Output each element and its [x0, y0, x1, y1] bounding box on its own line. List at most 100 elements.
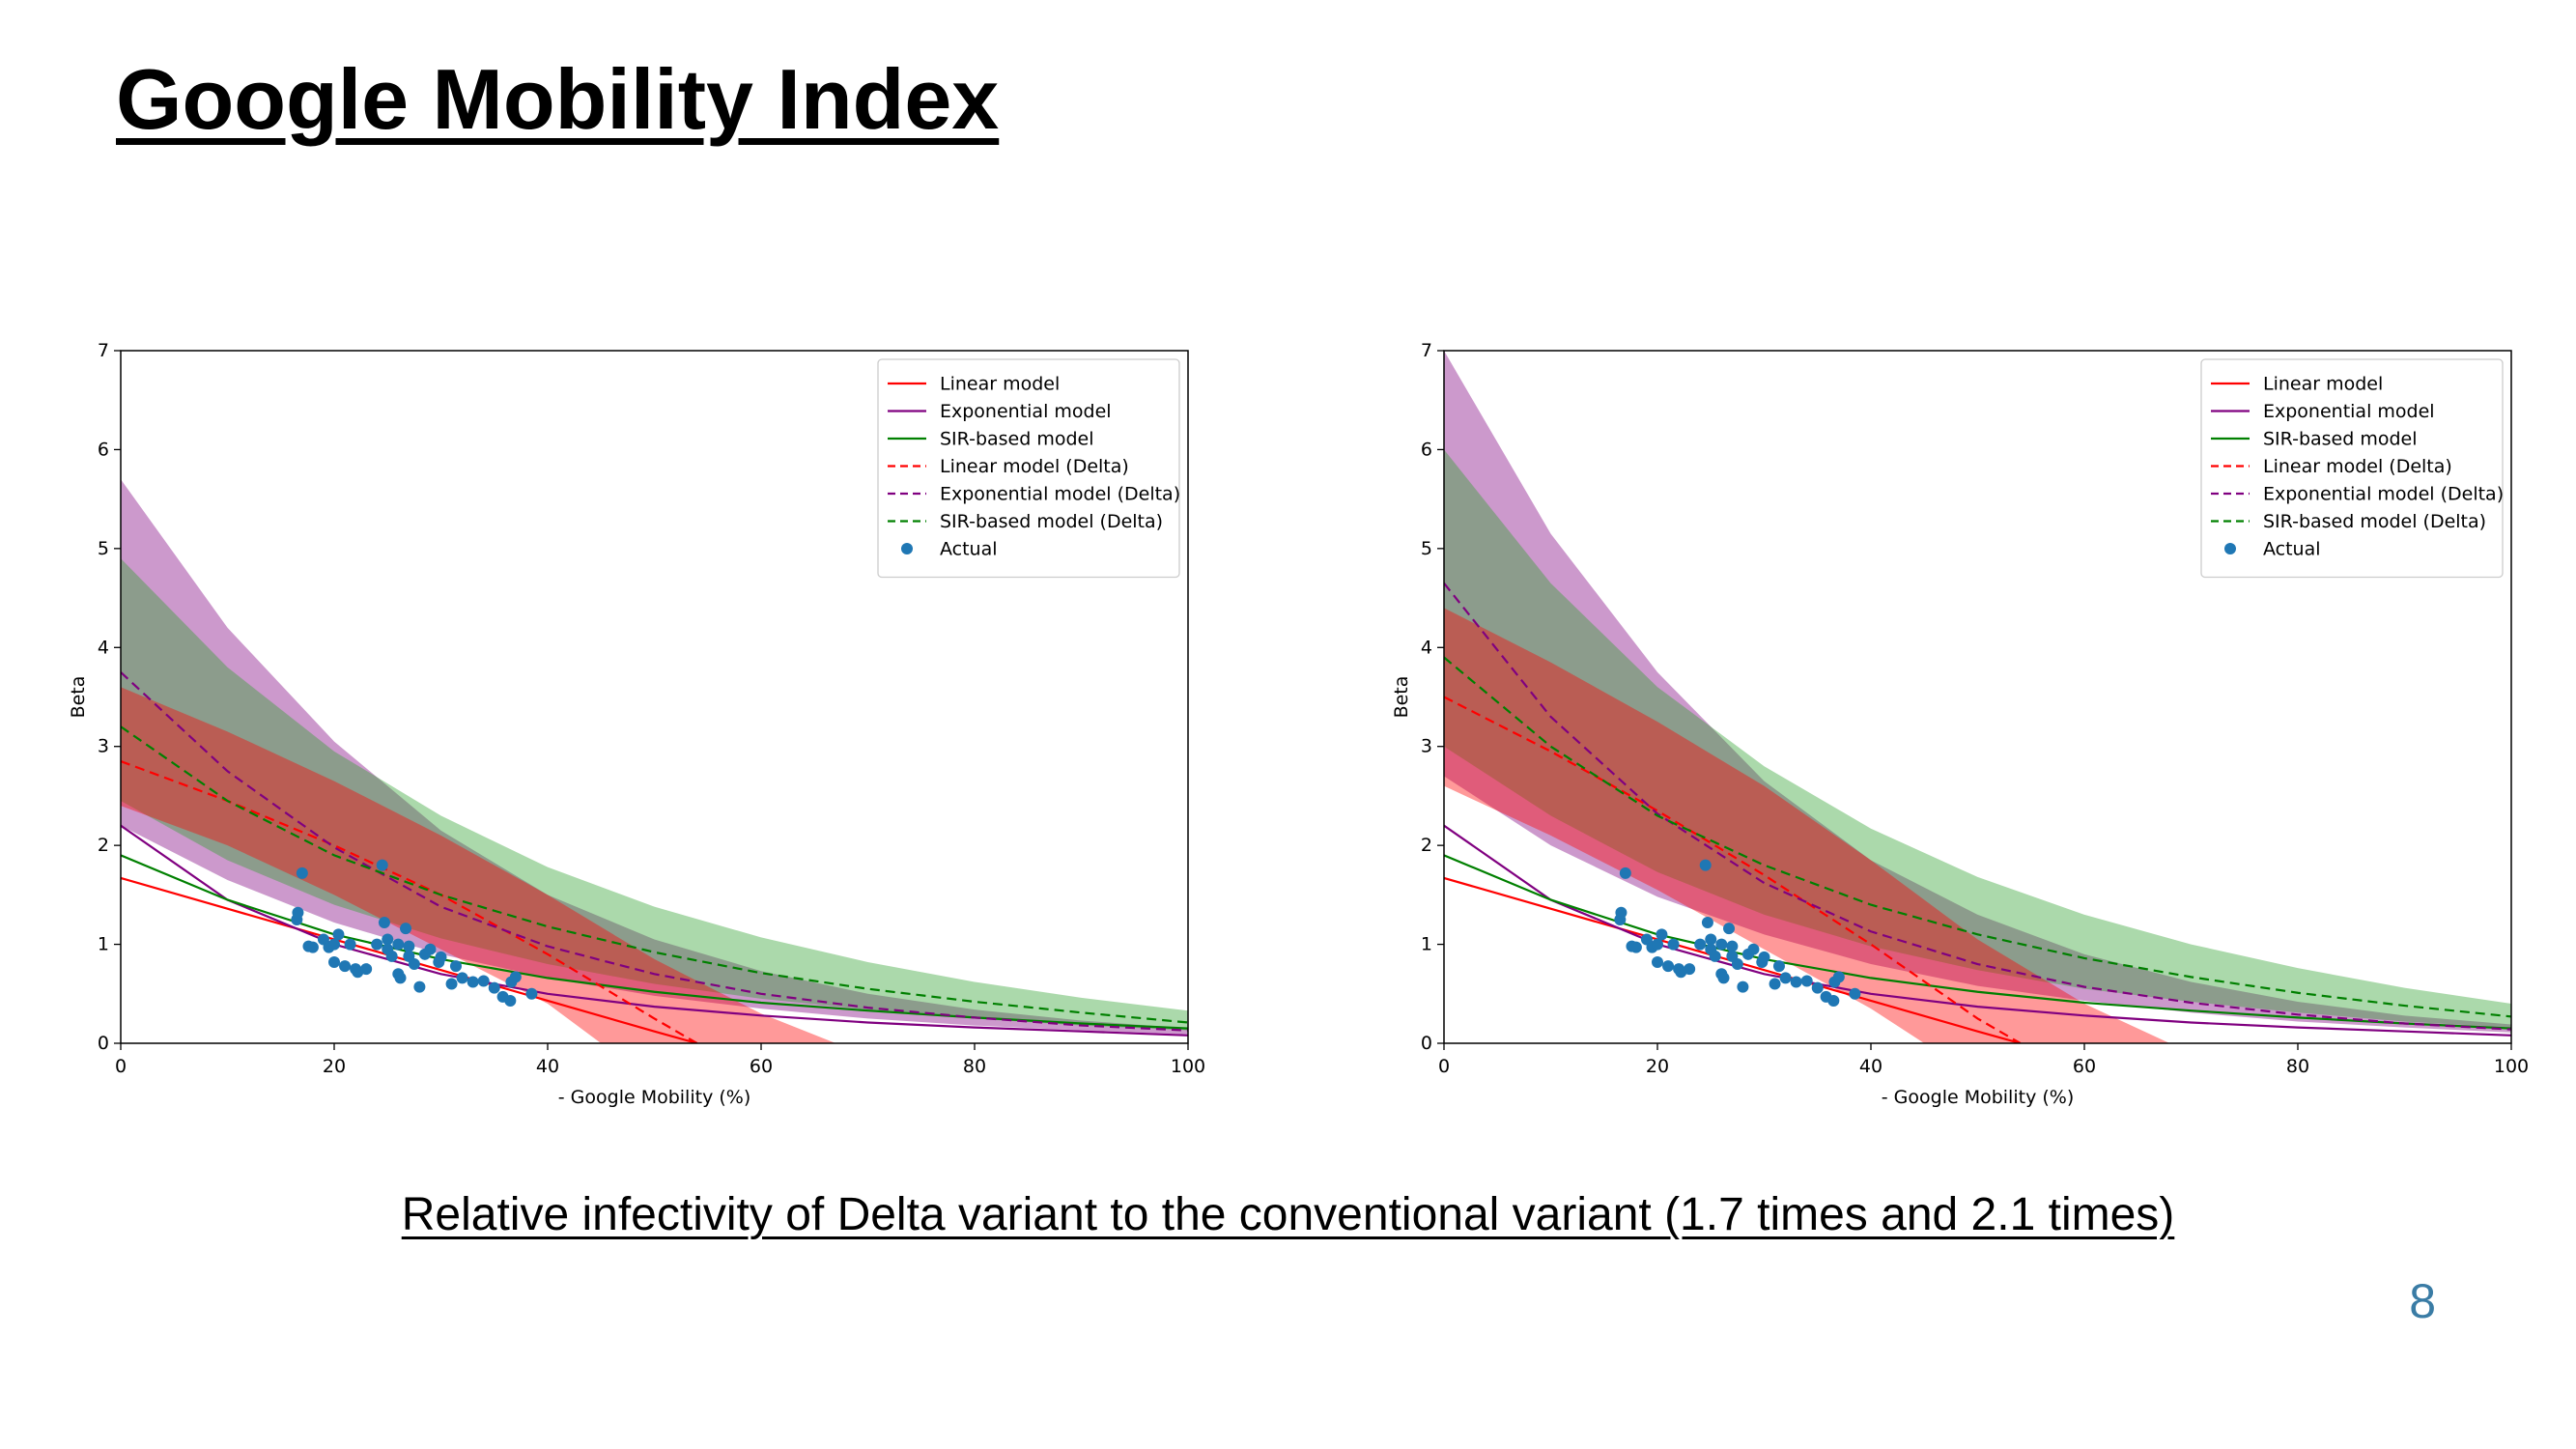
legend-box: [2200, 358, 2504, 579]
series-line-sir-based-model-delta: [121, 725, 1188, 1024]
legend-label: Exponential model (Delta): [2263, 484, 2504, 505]
series-line-exponential-model: [1444, 824, 2511, 1037]
y-tick-label: 1: [98, 934, 109, 955]
band-sir-based-model-delta: [121, 558, 1188, 1031]
legend-label: Actual: [2263, 539, 2321, 560]
actual-point: [1726, 940, 1739, 952]
plot-area: [1444, 351, 2511, 1043]
actual-point: [1709, 950, 1721, 962]
actual-point: [1800, 975, 1813, 987]
actual-point: [1849, 987, 1861, 1000]
actual-point: [1615, 906, 1628, 919]
actual-point: [449, 960, 462, 973]
actual-point: [292, 906, 304, 919]
legend-label: Exponential model: [940, 401, 1112, 422]
legend-item-linear-model-delta: Linear model (Delta): [2211, 456, 2452, 477]
x-tick-label: 60: [2073, 1056, 2096, 1077]
actual-point: [1772, 960, 1785, 973]
actual-point: [1790, 976, 1802, 988]
series-line-linear-model: [121, 876, 697, 1043]
series-line-linear-model-delta: [1444, 696, 2022, 1043]
x-tick-label: 40: [1859, 1056, 1882, 1077]
actual-point: [392, 938, 405, 951]
legend-item-sir-based-model: SIR-based model: [2211, 429, 2418, 450]
legend-label: Actual: [940, 539, 998, 560]
actual-point: [413, 980, 426, 993]
x-axis-label: - Google Mobility (%): [1882, 1087, 2074, 1108]
actual-point: [376, 859, 388, 871]
actual-point: [1758, 951, 1770, 963]
x-tick-label: 100: [1171, 1056, 1205, 1077]
actual-point: [525, 987, 538, 1000]
chart-right: 0 20 40 60 80 100 0 1 2 3 4 5 6 7 - Google Mobility (%…: [1391, 340, 2529, 1108]
x-axis-label: - Google Mobility (%): [558, 1087, 750, 1108]
actual-point: [332, 928, 345, 941]
series-line-exponential-model: [121, 824, 1188, 1037]
legend-label: SIR-based model: [2263, 429, 2418, 450]
actual-point: [1652, 956, 1663, 969]
actual-point: [306, 941, 319, 953]
legend-label: Exponential model (Delta): [940, 484, 1180, 505]
actual-point: [1667, 938, 1680, 951]
legend-box: [877, 358, 1180, 579]
actual-point: [328, 956, 340, 969]
legend-item-sir-based-model-delta: SIR-based model (Delta): [888, 511, 1163, 532]
legend-item-exponential-model: Exponential model: [888, 401, 1112, 422]
legend-label: SIR-based model (Delta): [940, 511, 1163, 532]
plot-area: [121, 479, 1188, 1043]
series-line-sir-based-model-delta: [1444, 656, 2511, 1018]
legend-item-exponential-model: Exponential model: [2211, 401, 2435, 422]
actual-point: [1731, 958, 1743, 971]
band-linear-model-delta: [1444, 608, 2170, 1043]
slide-title: Google Mobility Index: [116, 51, 1000, 147]
series-line-linear-model: [1444, 876, 2021, 1043]
x-tick-label: 0: [1438, 1056, 1450, 1077]
legend-label: Linear model: [2263, 374, 2383, 395]
actual-point: [378, 917, 390, 929]
y-tick-label: 3: [1421, 736, 1432, 757]
actual-point: [1737, 980, 1749, 993]
actual-point: [408, 958, 420, 971]
legend-marker: [2224, 543, 2236, 554]
x-tick-label: 100: [2494, 1056, 2529, 1077]
actual-point: [445, 978, 458, 990]
y-tick-label: 0: [98, 1033, 109, 1054]
actual-point: [1779, 972, 1792, 984]
actual-point: [403, 940, 415, 952]
legend: Linear model Exponential model SIR-based m…: [2200, 358, 2504, 579]
actual-point: [456, 972, 468, 984]
y-tick-label: 6: [98, 439, 109, 460]
legend-item-linear-model: Linear model: [888, 374, 1060, 395]
actual-point: [344, 938, 356, 951]
y-tick-label: 1: [1421, 934, 1432, 955]
actual-point: [1747, 943, 1760, 955]
legend-item-exponential-model-delta: Exponential model (Delta): [2211, 484, 2504, 505]
plot-frame: [120, 350, 1189, 1044]
actual-point: [1715, 938, 1728, 951]
x-tick-label: 80: [2286, 1056, 2309, 1077]
actual-point: [328, 938, 340, 951]
actual-point: [296, 867, 308, 879]
x-tick-label: 40: [536, 1056, 559, 1077]
actual-point: [504, 994, 517, 1007]
y-axis-label: Beta: [68, 676, 89, 719]
actual-point: [1811, 981, 1824, 994]
legend-item-sir-based-model: SIR-based model: [888, 429, 1094, 450]
actual-point: [1705, 933, 1717, 946]
actual-point: [509, 971, 522, 983]
actual-point: [1701, 917, 1713, 929]
y-tick-label: 4: [98, 637, 109, 658]
y-tick-label: 2: [98, 835, 109, 856]
actual-point: [371, 938, 383, 951]
slide-caption: Relative infectivity of Delta variant to…: [401, 1189, 2175, 1240]
actual-point: [1629, 941, 1642, 953]
actual-point: [339, 960, 352, 973]
actual-point: [1619, 867, 1631, 879]
legend-label: Linear model (Delta): [2263, 456, 2452, 477]
band-exponential-model-delta: [1444, 351, 2511, 1033]
actual-point: [1656, 928, 1668, 941]
legend-item-actual: Actual: [901, 539, 998, 560]
actual-point: [1684, 963, 1696, 976]
y-axis-label: Beta: [1391, 676, 1412, 719]
legend-item-exponential-model-delta: Exponential model (Delta): [888, 484, 1180, 505]
